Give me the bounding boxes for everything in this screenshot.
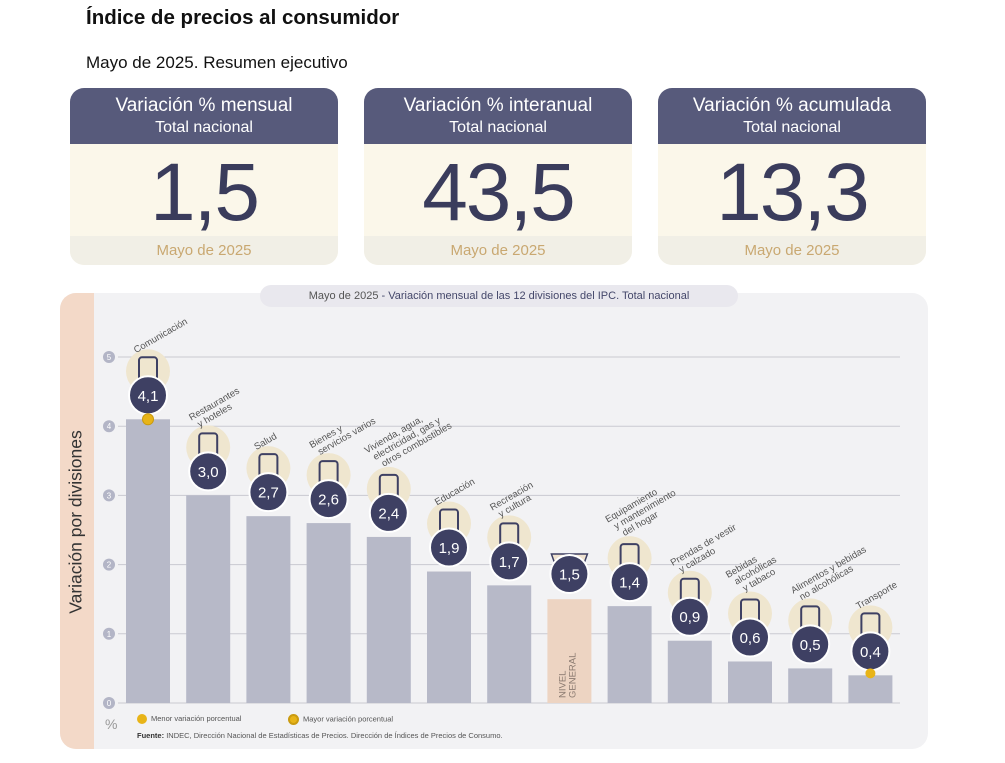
card-title: Variación % acumulada <box>692 95 892 116</box>
value-label: 2,7 <box>258 485 279 502</box>
card-monthly-variation: Variación % mensual Total nacional 1,5 M… <box>70 88 338 265</box>
chart-title: Mayo de 2025 - Variación mensual de las … <box>260 285 738 307</box>
bar <box>186 495 231 703</box>
legend-min: Menor variación porcentual <box>137 714 242 725</box>
value-label: 1,4 <box>619 575 640 592</box>
value-label: 3,0 <box>198 464 219 481</box>
category-label: Restaurantesy hoteles <box>187 385 247 432</box>
value-label: 2,4 <box>378 505 399 522</box>
value-badge <box>188 451 229 492</box>
value-label: 2,6 <box>318 492 339 509</box>
value-badge <box>609 562 650 603</box>
card-yearly-variation: Variación % interanual Total nacional 43… <box>364 88 632 265</box>
bar <box>126 419 170 703</box>
value-label: 0,6 <box>740 630 761 647</box>
value-label: 1,7 <box>499 554 520 571</box>
bar <box>246 516 291 703</box>
legend-min-marker-icon <box>137 714 147 725</box>
value-badge <box>368 492 409 533</box>
chart-panel-side <box>60 293 94 749</box>
y-tick-marker <box>103 558 115 571</box>
card-subtitle: Total nacional <box>155 119 253 136</box>
y-tick-marker <box>103 420 115 433</box>
value-badge <box>549 554 590 594</box>
chart-source: Fuente: INDEC, Dirección Nacional de Est… <box>137 731 503 740</box>
value-label: 0,9 <box>679 609 700 626</box>
category-label: Alimentos y bebidasno alcohólicas <box>789 544 873 605</box>
category-label: Recreacióny cultura <box>488 480 540 522</box>
category-label: Vivienda, agua,electricidad, gas yotros … <box>363 403 454 474</box>
category-label: Equipamientoy mantenimientodel hogar <box>604 479 683 543</box>
nivel-general-label: NIVELGENERAL <box>557 653 578 698</box>
bar <box>667 640 712 703</box>
value-label: 1,9 <box>439 540 460 557</box>
card-header: Variación % acumulada Total nacional <box>658 88 926 144</box>
nivel-general-line: NIVEL <box>557 671 568 698</box>
card-period: Mayo de 2025 <box>364 236 632 265</box>
value-badge <box>308 479 349 520</box>
legend-min-label: Menor variación porcentual <box>151 714 242 723</box>
y-tick-marker <box>103 627 115 640</box>
category-label: Bebidasalcohólicasy tabaco <box>724 546 784 598</box>
card-header: Variación % interanual Total nacional <box>364 88 632 144</box>
card-subtitle: Total nacional <box>449 119 547 136</box>
min-marker <box>865 668 876 679</box>
card-subtitle: Total nacional <box>743 119 841 136</box>
card-title: Variación % interanual <box>403 95 593 116</box>
max-marker <box>142 413 154 426</box>
value-label: 0,4 <box>860 644 881 661</box>
bar <box>487 585 532 703</box>
legend-max-marker-icon <box>288 714 299 725</box>
legend-max: Mayor variación porcentual <box>288 714 393 725</box>
y-tick-label: 5 <box>107 353 112 362</box>
bar <box>848 675 893 703</box>
y-tick-marker <box>103 489 115 502</box>
bar <box>427 571 471 703</box>
chart-title-period: Mayo de 2025 <box>308 290 379 302</box>
value-badge <box>248 472 289 513</box>
y-tick-marker <box>103 697 115 709</box>
card-header: Variación % mensual Total nacional <box>70 88 338 144</box>
value-badge <box>790 624 831 665</box>
bar <box>788 668 833 703</box>
page-subtitle: Mayo de 2025. Resumen ejecutivo <box>86 53 348 72</box>
card-accumulated-variation: Variación % acumulada Total nacional 13,… <box>658 88 926 265</box>
y-tick-label: 3 <box>107 491 112 500</box>
value-label: 1,5 <box>559 567 580 584</box>
card-period: Mayo de 2025 <box>658 236 926 265</box>
category-label-line: Comunicación <box>132 316 190 356</box>
source-label: Fuente: <box>137 731 165 740</box>
y-tick-label: 1 <box>107 630 112 639</box>
y-tick-label: 4 <box>107 422 112 431</box>
value-label: 0,5 <box>800 637 821 654</box>
bar <box>366 536 411 703</box>
value-badge <box>429 527 469 568</box>
y-tick-marker <box>103 351 115 363</box>
card-value: 1,5 <box>150 147 260 238</box>
card-period: Mayo de 2025 <box>70 236 338 265</box>
bar <box>728 661 772 703</box>
card-value: 43,5 <box>422 147 576 238</box>
value-badge <box>489 541 530 582</box>
category-label-line: Alimentos y bebidas <box>789 544 868 596</box>
value-badge <box>730 617 770 658</box>
bar <box>306 523 351 703</box>
y-tick-label: 2 <box>107 561 112 570</box>
source-text: INDEC, Dirección Nacional de Estadística… <box>166 731 503 740</box>
bar <box>607 606 652 703</box>
y-tick-label: 0 <box>107 699 112 708</box>
category-label: Comunicación <box>132 316 190 356</box>
legend-max-label: Mayor variación porcentual <box>303 714 394 724</box>
value-label: 4,1 <box>138 388 159 405</box>
bar <box>547 599 592 703</box>
nivel-general-line: GENERAL <box>567 653 578 698</box>
value-badge <box>669 596 710 637</box>
chart-title-text: - Variación mensual de las 12 divisiones… <box>381 290 690 302</box>
page-title: Índice de precios al consumidor <box>86 6 400 29</box>
chart-unit-label: % <box>105 716 118 732</box>
card-value: 13,3 <box>716 147 870 238</box>
card-title: Variación % mensual <box>115 95 293 116</box>
